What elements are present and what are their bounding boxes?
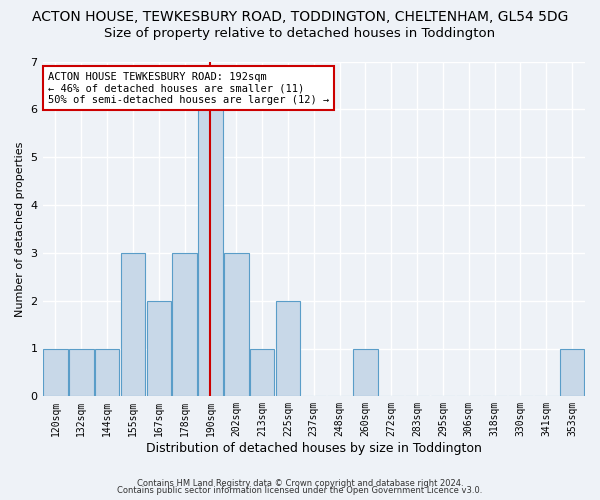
- Bar: [121, 253, 145, 396]
- Bar: [275, 300, 300, 396]
- Text: ACTON HOUSE, TEWKESBURY ROAD, TODDINGTON, CHELTENHAM, GL54 5DG: ACTON HOUSE, TEWKESBURY ROAD, TODDINGTON…: [32, 10, 568, 24]
- Text: Size of property relative to detached houses in Toddington: Size of property relative to detached ho…: [104, 28, 496, 40]
- Bar: [250, 348, 274, 397]
- Bar: [353, 348, 378, 397]
- Text: Contains HM Land Registry data © Crown copyright and database right 2024.: Contains HM Land Registry data © Crown c…: [137, 478, 463, 488]
- Bar: [146, 300, 171, 396]
- Bar: [43, 348, 68, 397]
- Bar: [198, 110, 223, 397]
- Bar: [95, 348, 119, 397]
- Bar: [224, 253, 248, 396]
- Y-axis label: Number of detached properties: Number of detached properties: [15, 141, 25, 316]
- Text: ACTON HOUSE TEWKESBURY ROAD: 192sqm
← 46% of detached houses are smaller (11)
50: ACTON HOUSE TEWKESBURY ROAD: 192sqm ← 46…: [48, 72, 329, 104]
- Text: Contains public sector information licensed under the Open Government Licence v3: Contains public sector information licen…: [118, 486, 482, 495]
- Bar: [172, 253, 197, 396]
- Bar: [560, 348, 584, 397]
- X-axis label: Distribution of detached houses by size in Toddington: Distribution of detached houses by size …: [146, 442, 482, 455]
- Bar: [69, 348, 94, 397]
